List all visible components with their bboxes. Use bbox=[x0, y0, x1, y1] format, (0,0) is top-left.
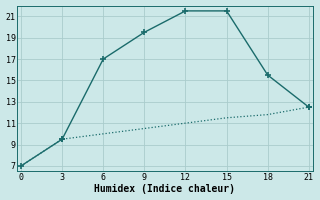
X-axis label: Humidex (Indice chaleur): Humidex (Indice chaleur) bbox=[94, 184, 236, 194]
